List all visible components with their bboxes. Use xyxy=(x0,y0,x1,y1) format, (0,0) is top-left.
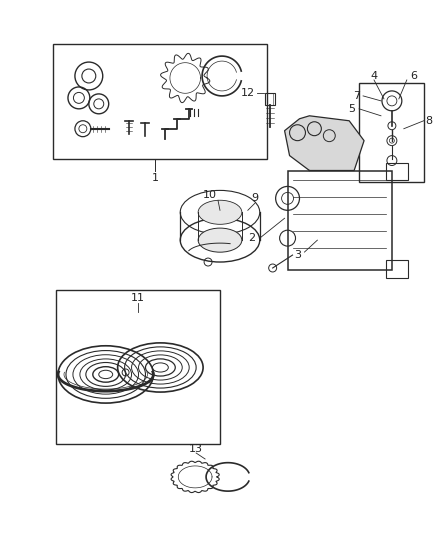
Bar xyxy=(386,260,408,278)
Text: 7: 7 xyxy=(353,91,360,101)
Polygon shape xyxy=(285,116,364,171)
Text: 5: 5 xyxy=(349,104,356,114)
Text: 13: 13 xyxy=(189,444,203,454)
Text: 10: 10 xyxy=(203,190,217,200)
Text: 3: 3 xyxy=(294,250,301,260)
Text: 8: 8 xyxy=(425,116,432,126)
Bar xyxy=(56,290,220,444)
Ellipse shape xyxy=(198,228,242,252)
Bar xyxy=(359,83,424,182)
Text: 6: 6 xyxy=(410,71,417,81)
Bar xyxy=(265,93,275,105)
Text: 9: 9 xyxy=(251,193,258,204)
Ellipse shape xyxy=(198,200,242,224)
Text: 12: 12 xyxy=(241,88,255,98)
Bar xyxy=(53,44,267,158)
Bar xyxy=(386,163,408,181)
Text: 11: 11 xyxy=(131,293,145,303)
Text: 4: 4 xyxy=(371,71,378,81)
Bar xyxy=(288,171,392,270)
Text: 2: 2 xyxy=(248,233,255,243)
Text: 1: 1 xyxy=(152,173,159,183)
